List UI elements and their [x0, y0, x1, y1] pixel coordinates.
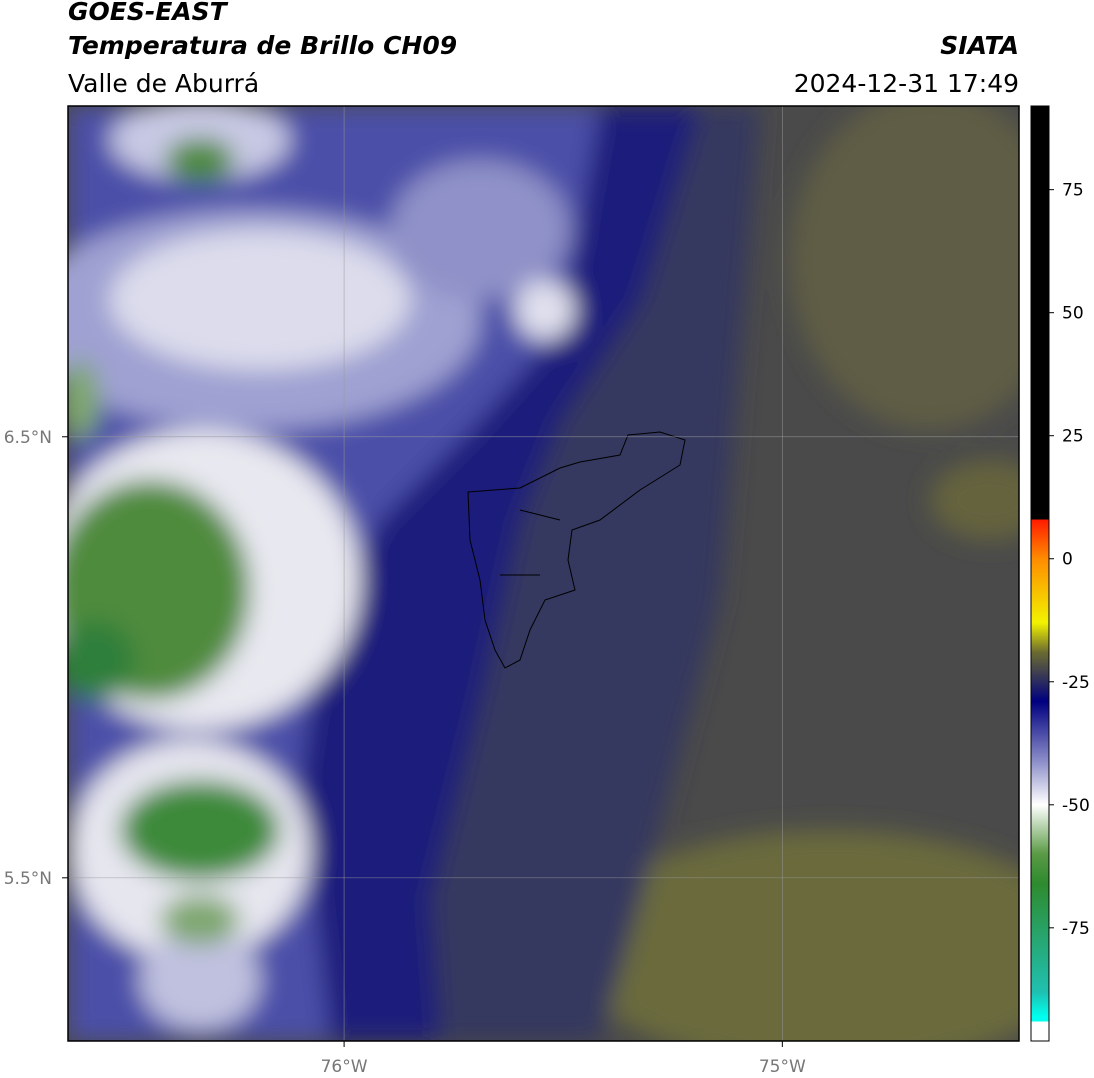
- satellite-image: [68, 106, 1019, 1041]
- map-frame: [67, 105, 1020, 1042]
- region: Valle de Aburrá: [68, 69, 259, 98]
- colorbar-tick-label: 0: [1062, 550, 1073, 570]
- x-tick-label: 75°W: [759, 1057, 806, 1077]
- colorbar-fill: [1030, 105, 1050, 1042]
- colorbar-tick-label: -25: [1062, 673, 1090, 693]
- colorbar-tick-label: -50: [1062, 796, 1090, 816]
- y-tick-label: 5.5°N: [4, 869, 52, 889]
- subtitle: Temperatura de Brillo CH09: [68, 31, 457, 60]
- source: SIATA: [940, 31, 1019, 60]
- colorbar: 75 50 25 0 -25 -50 -75: [1030, 105, 1090, 1042]
- colorbar-tick-label: 75: [1062, 181, 1084, 201]
- x-tick-label: 76°W: [321, 1057, 368, 1077]
- title: GOES-EAST: [68, 0, 229, 26]
- colorbar-tick-label: -75: [1062, 919, 1090, 939]
- municipal-boundaries: [467, 431, 686, 669]
- colorbar-tick-label: 25: [1062, 427, 1084, 447]
- gridlines: [68, 106, 1019, 1041]
- timestamp: 2024-12-31 17:49: [794, 69, 1019, 98]
- y-tick-label: 6.5°N: [4, 428, 52, 448]
- colorbar-tick-label: 50: [1062, 304, 1084, 324]
